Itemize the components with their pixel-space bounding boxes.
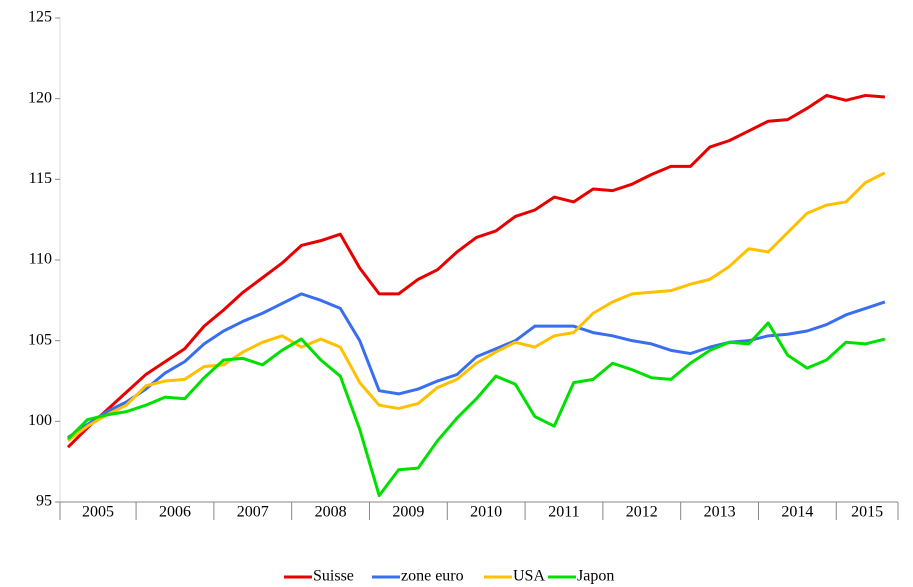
x-tick-label: 2009 bbox=[392, 504, 424, 521]
x-tick-label: 2014 bbox=[781, 504, 813, 521]
x-tick-label: 2015 bbox=[851, 504, 883, 521]
x-tick-label: 2013 bbox=[704, 504, 736, 521]
x-tick-label: 2010 bbox=[470, 504, 502, 521]
y-tick-label: 105 bbox=[28, 331, 52, 348]
series-line bbox=[67, 171, 886, 442]
legend-label: USA bbox=[513, 568, 545, 585]
y-tick-label: 100 bbox=[28, 412, 52, 429]
legend-label: Suisse bbox=[313, 568, 354, 585]
series-line bbox=[66, 321, 886, 498]
series-line bbox=[66, 93, 886, 449]
series-line bbox=[67, 292, 886, 439]
x-tick-label: 2006 bbox=[159, 504, 191, 521]
legend-label: zone euro bbox=[401, 568, 464, 585]
y-tick-label: 110 bbox=[29, 251, 52, 268]
y-tick-label: 125 bbox=[28, 9, 52, 26]
x-tick-label: 2008 bbox=[315, 504, 347, 521]
x-tick-label: 2011 bbox=[548, 504, 579, 521]
x-tick-label: 2005 bbox=[82, 504, 114, 521]
x-tick-label: 2012 bbox=[626, 504, 658, 521]
y-tick-label: 95 bbox=[36, 493, 52, 510]
y-tick-label: 115 bbox=[29, 170, 52, 187]
legend-label: Japon bbox=[577, 568, 614, 585]
y-tick-label: 120 bbox=[28, 89, 52, 106]
x-tick-label: 2007 bbox=[237, 504, 269, 521]
